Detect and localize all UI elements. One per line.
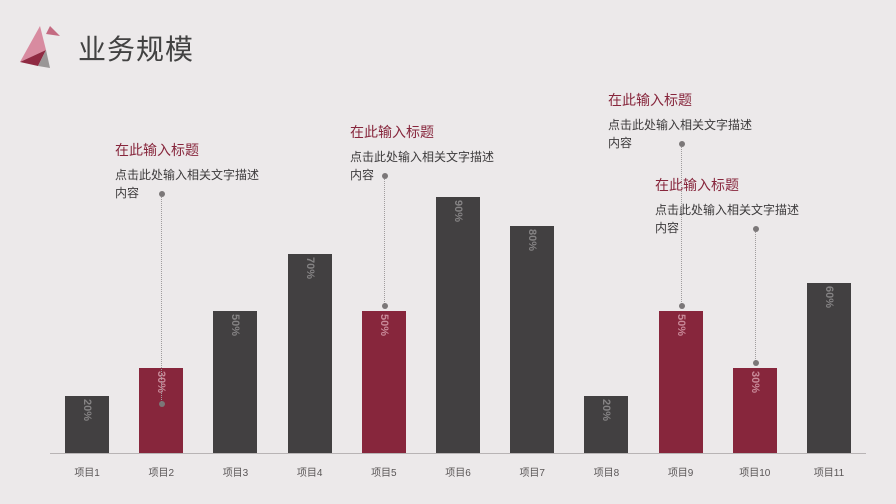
x-axis-label: 项目1 (50, 458, 124, 480)
bar-value-label: 50% (229, 314, 241, 336)
bar: 50% (362, 311, 406, 453)
bar-slot: 50% (198, 170, 272, 453)
bar: 90% (436, 197, 480, 453)
page-title: 业务规模 (78, 28, 194, 68)
callout-title: 在此输入标题 (350, 122, 500, 142)
leader-dot (679, 141, 685, 147)
bar: 50% (659, 311, 703, 453)
slide-header: 业务规模 (16, 22, 194, 74)
callout-body: 点击此处输入相关文字描述内容 (350, 148, 500, 184)
bar: 50% (213, 311, 257, 453)
logo-icon (16, 22, 68, 74)
bar: 30% (733, 368, 777, 453)
bar-slot: 80% (495, 170, 569, 453)
callout-body: 点击此处输入相关文字描述内容 (115, 166, 265, 202)
x-axis-label: 项目6 (421, 458, 495, 480)
bar-value-label: 90% (452, 200, 464, 222)
x-axis-label: 项目3 (198, 458, 272, 480)
bar-value-label: 70% (304, 257, 316, 279)
leader-dot (753, 360, 759, 366)
bar: 20% (584, 396, 628, 453)
leader-line (161, 194, 162, 404)
leader-line (755, 229, 756, 363)
callout-title: 在此输入标题 (655, 175, 805, 195)
leader-dot (679, 303, 685, 309)
x-axis-label: 项目9 (644, 458, 718, 480)
callout: 在此输入标题点击此处输入相关文字描述内容 (655, 175, 805, 237)
bar-value-label: 20% (600, 399, 612, 421)
callout-title: 在此输入标题 (608, 90, 758, 110)
bar-value-label: 50% (675, 314, 687, 336)
bar-value-label: 60% (823, 286, 835, 308)
x-axis-label: 项目7 (495, 458, 569, 480)
bar: 60% (807, 283, 851, 453)
leader-dot (382, 303, 388, 309)
bar-value-label: 20% (81, 399, 93, 421)
bar-slot: 20% (50, 170, 124, 453)
callout-title: 在此输入标题 (115, 140, 265, 160)
leader-line (384, 176, 385, 306)
callout: 在此输入标题点击此处输入相关文字描述内容 (115, 140, 265, 202)
bar-slot: 20% (569, 170, 643, 453)
x-axis-label: 项目2 (124, 458, 198, 480)
bar-slot: 90% (421, 170, 495, 453)
x-axis-label: 项目10 (718, 458, 792, 480)
x-axis-label: 项目11 (792, 458, 866, 480)
bar: 80% (510, 226, 554, 453)
callout: 在此输入标题点击此处输入相关文字描述内容 (350, 122, 500, 184)
leader-dot (382, 173, 388, 179)
leader-dot (753, 226, 759, 232)
x-axis-label: 项目5 (347, 458, 421, 480)
x-axis-label: 项目8 (569, 458, 643, 480)
bar-slot: 70% (273, 170, 347, 453)
bar-value-label: 50% (378, 314, 390, 336)
callout-body: 点击此处输入相关文字描述内容 (655, 201, 805, 237)
bar: 20% (65, 396, 109, 453)
bar-value-label: 30% (749, 371, 761, 393)
bar: 70% (288, 254, 332, 453)
x-axis-label: 项目4 (273, 458, 347, 480)
x-axis-labels: 项目1项目2项目3项目4项目5项目6项目7项目8项目9项目10项目11 (50, 458, 866, 480)
bar-value-label: 80% (526, 229, 538, 251)
